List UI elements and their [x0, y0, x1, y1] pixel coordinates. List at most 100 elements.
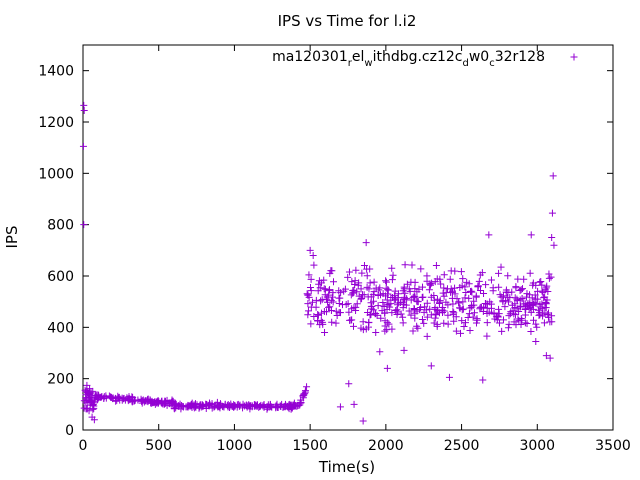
data-point — [230, 403, 238, 411]
data-point — [184, 403, 192, 411]
data-point — [307, 275, 315, 283]
data-point — [532, 337, 540, 345]
x-tick-label: 1000 — [217, 438, 253, 454]
data-point — [407, 278, 415, 286]
data-point — [504, 298, 512, 306]
data-point — [170, 405, 178, 413]
data-point — [369, 291, 377, 299]
data-point — [382, 277, 390, 285]
data-point — [440, 319, 448, 327]
data-point — [451, 290, 459, 298]
data-point — [332, 319, 340, 327]
legend-text-part: el — [352, 49, 365, 65]
data-point — [544, 313, 552, 321]
data-point — [344, 300, 352, 308]
data-point — [316, 284, 324, 292]
data-point — [546, 354, 554, 362]
data-point — [445, 373, 453, 381]
data-point — [467, 287, 475, 295]
data-point — [440, 284, 448, 292]
data-point — [539, 288, 547, 296]
data-point — [440, 292, 448, 300]
x-tick-label: 2500 — [444, 438, 480, 454]
data-point — [533, 323, 541, 331]
data-point — [246, 402, 254, 410]
data-point — [420, 308, 428, 316]
data-point — [322, 295, 330, 303]
y-tick-label: 1200 — [38, 115, 74, 131]
data-point — [316, 321, 324, 329]
data-point — [364, 323, 372, 331]
data-point — [432, 262, 440, 270]
data-point — [535, 309, 543, 317]
data-point — [457, 268, 465, 276]
data-point — [382, 278, 390, 286]
data-point — [440, 271, 448, 279]
data-point — [376, 348, 384, 356]
data-point — [491, 315, 499, 323]
y-tick-label: 800 — [47, 218, 74, 234]
data-point — [128, 398, 136, 406]
plot-frame — [82, 44, 614, 431]
legend-subscript: c — [489, 58, 495, 69]
data-point — [286, 402, 294, 410]
data-point — [536, 301, 544, 309]
data-point — [517, 286, 525, 294]
data-point — [325, 287, 333, 295]
data-point — [474, 282, 482, 290]
data-point — [124, 395, 132, 403]
data-point — [353, 300, 361, 308]
data-point — [348, 316, 356, 324]
data-point — [407, 311, 415, 319]
data-point — [529, 305, 537, 313]
data-point — [383, 364, 391, 372]
x-tick-label: 3500 — [595, 438, 631, 454]
data-point — [90, 397, 98, 405]
data-point — [449, 300, 457, 308]
data-point — [349, 289, 357, 297]
data-point — [307, 320, 315, 328]
legend-label: ma120301relwithdbg.cz12cdw0c32r128 — [272, 49, 545, 69]
data-point — [406, 287, 414, 295]
data-point — [341, 285, 349, 293]
data-point — [335, 299, 343, 307]
y-tick-label: 1400 — [38, 64, 74, 80]
data-point — [399, 319, 407, 327]
data-point — [526, 269, 534, 277]
data-point — [504, 324, 512, 332]
data-point — [367, 305, 375, 313]
data-point — [413, 288, 421, 296]
data-point — [174, 401, 182, 409]
data-point — [312, 303, 320, 311]
data-point — [304, 307, 312, 315]
data-point — [495, 319, 503, 327]
data-point — [442, 298, 450, 306]
data-point — [503, 293, 511, 301]
data-point — [327, 296, 335, 304]
data-point — [479, 376, 487, 384]
data-point — [377, 291, 385, 299]
data-point — [452, 327, 460, 335]
data-point — [317, 297, 325, 305]
data-point — [498, 327, 506, 335]
legend-text-part: w0 — [469, 49, 489, 65]
data-point — [414, 324, 422, 332]
data-point — [523, 290, 531, 298]
data-point — [359, 326, 367, 334]
data-point — [402, 301, 410, 309]
data-point — [431, 305, 439, 313]
data-point — [310, 312, 318, 320]
data-point — [430, 296, 438, 304]
legend-subscript: w — [364, 58, 372, 69]
data-point — [321, 328, 329, 336]
data-point — [328, 267, 336, 275]
data-point — [469, 313, 477, 321]
data-point — [548, 234, 556, 241]
data-point — [442, 289, 450, 297]
data-point — [323, 298, 331, 306]
data-point — [345, 380, 353, 388]
data-point — [549, 172, 557, 180]
data-point — [548, 209, 556, 217]
data-point — [443, 285, 451, 293]
data-point — [538, 281, 546, 289]
